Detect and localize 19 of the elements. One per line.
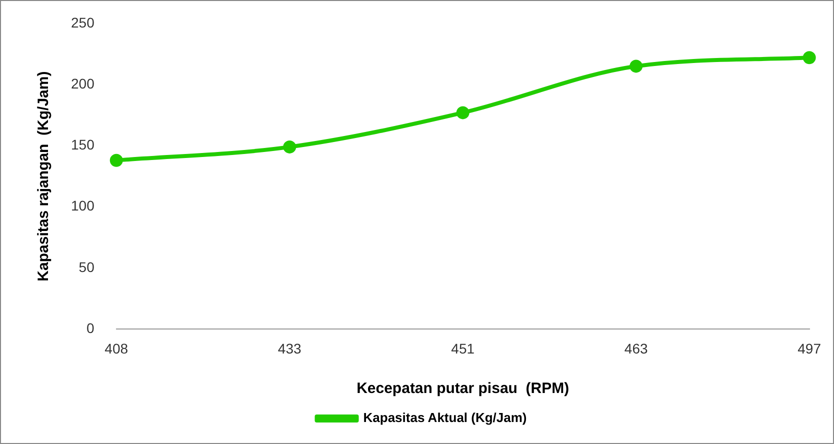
point: [456, 106, 470, 120]
point: [802, 51, 816, 64]
legend-label: Kapasitas Aktual (Kg/Jam): [363, 410, 527, 426]
x-tick-label: 497: [798, 340, 822, 356]
y-tick-label: 50: [78, 258, 95, 275]
x-tick-label: 451: [451, 340, 475, 356]
point: [283, 140, 296, 154]
y-tick-label: 100: [71, 198, 95, 214]
x-tick-label: 463: [624, 340, 648, 356]
y-tick-label: 250: [71, 14, 95, 30]
point: [630, 60, 643, 73]
x-tick-label: 433: [278, 340, 302, 356]
y-tick-label: 150: [71, 136, 95, 153]
point: [110, 154, 123, 167]
x-tick-label: 408: [104, 340, 128, 356]
x-axis-title: Kecepatan putar pisau (RPM): [356, 380, 570, 398]
y-tick-label: 0: [86, 320, 95, 336]
y-axis-title: Kapasitas rajangan (Kg/Jam): [35, 71, 52, 282]
y-tick-label: 200: [71, 75, 95, 92]
